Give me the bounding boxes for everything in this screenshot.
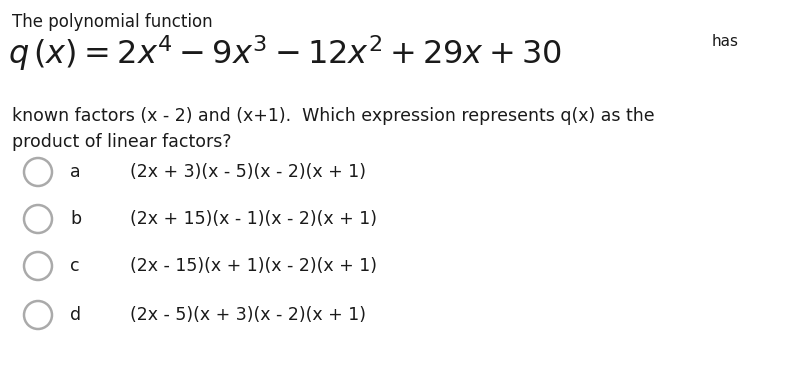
Text: (2x - 5)(x + 3)(x - 2)(x + 1): (2x - 5)(x + 3)(x - 2)(x + 1): [130, 306, 366, 324]
Text: The polynomial function: The polynomial function: [12, 13, 213, 31]
Text: $q\,(x) = 2x^4 - 9x^3 - 12x^2 + 29x + 30$: $q\,(x) = 2x^4 - 9x^3 - 12x^2 + 29x + 30…: [8, 33, 561, 73]
Text: known factors (x - 2) and (x+1).  Which expression represents q(x) as the
produc: known factors (x - 2) and (x+1). Which e…: [12, 107, 654, 151]
Text: d: d: [70, 306, 81, 324]
Text: (2x + 3)(x - 5)(x - 2)(x + 1): (2x + 3)(x - 5)(x - 2)(x + 1): [130, 163, 366, 181]
Text: b: b: [70, 210, 81, 228]
Text: has: has: [712, 34, 739, 49]
Text: c: c: [70, 257, 79, 275]
Text: (2x - 15)(x + 1)(x - 2)(x + 1): (2x - 15)(x + 1)(x - 2)(x + 1): [130, 257, 377, 275]
Text: a: a: [70, 163, 81, 181]
Text: (2x + 15)(x - 1)(x - 2)(x + 1): (2x + 15)(x - 1)(x - 2)(x + 1): [130, 210, 377, 228]
